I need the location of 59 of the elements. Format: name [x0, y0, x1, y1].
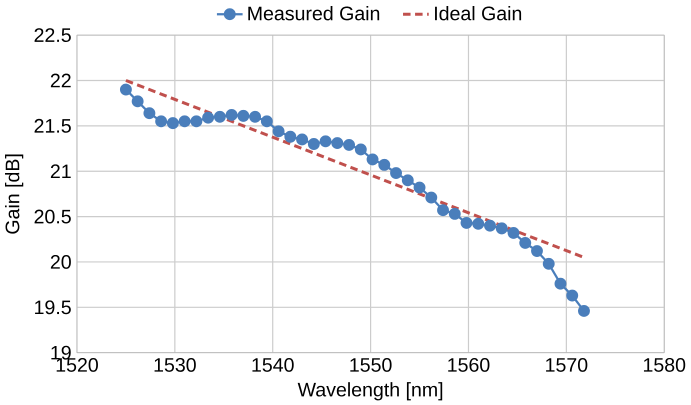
point	[120, 83, 132, 96]
point	[378, 158, 390, 171]
point	[190, 115, 202, 128]
y-tick-label: 20	[50, 254, 71, 269]
x-tick-label: 1570	[546, 358, 588, 372]
y-tick-label: 19	[51, 346, 71, 360]
point	[354, 143, 367, 156]
point	[437, 204, 449, 216]
point	[425, 191, 438, 204]
point	[578, 304, 590, 317]
y-tick-label: 21	[50, 164, 71, 178]
point	[402, 174, 414, 186]
point	[484, 220, 496, 232]
x-tick-label: 1550	[350, 358, 392, 372]
x-tick-label: 1520	[56, 358, 98, 372]
point	[272, 125, 285, 138]
x-tick-label: 1560	[448, 358, 490, 372]
point	[202, 112, 214, 124]
point	[178, 115, 191, 128]
point	[331, 136, 344, 149]
legend-label: Ideal Gain	[435, 6, 522, 20]
point	[460, 216, 472, 229]
point	[166, 116, 179, 129]
point	[414, 181, 426, 194]
point	[566, 289, 578, 302]
y-tick-label: 20.5	[34, 209, 71, 224]
point	[542, 258, 555, 270]
x-tick-label: 1580	[644, 358, 686, 372]
point	[472, 218, 484, 230]
point	[496, 222, 508, 234]
point	[249, 110, 262, 123]
x-tick-label: 1540	[252, 358, 294, 372]
y-tick-label: 21.5	[34, 118, 71, 133]
y-axis-title: Gain [dB]	[5, 154, 24, 234]
point	[508, 226, 520, 239]
y-tick-label: 19.5	[35, 300, 71, 314]
point	[214, 110, 226, 123]
point	[531, 244, 543, 257]
point	[143, 107, 156, 119]
point	[448, 208, 461, 220]
point	[155, 115, 168, 128]
point	[284, 130, 296, 142]
point	[296, 133, 308, 146]
point	[343, 138, 356, 151]
x-axis-title: Wavelength [nm]	[298, 382, 442, 400]
y-tick-label: 22	[50, 73, 71, 88]
point	[308, 138, 320, 150]
point	[366, 153, 378, 166]
point	[390, 166, 402, 179]
point	[237, 110, 250, 122]
y-tick-label: 22.5	[34, 28, 71, 42]
point	[519, 236, 532, 249]
legend-label: Measured Gain	[248, 6, 380, 20]
point	[260, 115, 273, 128]
x-tick-label: 1530	[154, 358, 196, 372]
point	[320, 135, 332, 148]
point	[226, 108, 238, 121]
point	[554, 278, 566, 290]
point	[132, 95, 144, 108]
